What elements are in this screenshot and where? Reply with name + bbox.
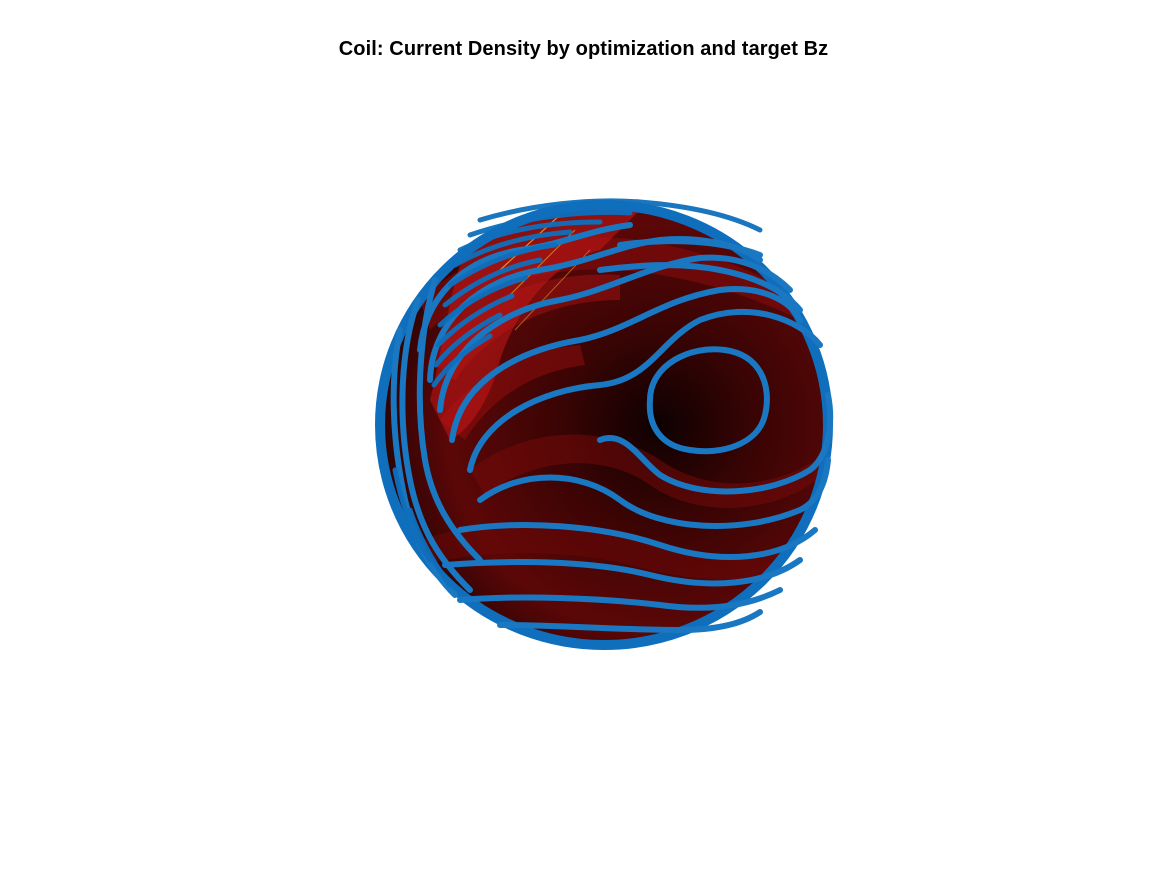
contour-band-8 (442, 557, 803, 587)
contour-loop-outer (597, 392, 834, 495)
contour-band-6 (477, 457, 831, 530)
contour-band-11 (597, 262, 803, 313)
contour-band-14 (399, 297, 473, 593)
contour-band-3 (437, 254, 793, 413)
contour-band-7 (457, 522, 818, 560)
contour-band-2 (449, 286, 803, 443)
figure-title: Coil: Current Density by optimization an… (338, 38, 829, 60)
contour-band-9 (457, 587, 783, 611)
contour-loop-inner (646, 346, 770, 455)
contour-band-13 (390, 327, 458, 598)
contour-band-12 (617, 238, 763, 258)
dense-contour-region (392, 198, 763, 588)
contour-band-10 (497, 609, 763, 633)
contour-band-15 (416, 277, 483, 563)
contour-band-1 (467, 308, 823, 473)
